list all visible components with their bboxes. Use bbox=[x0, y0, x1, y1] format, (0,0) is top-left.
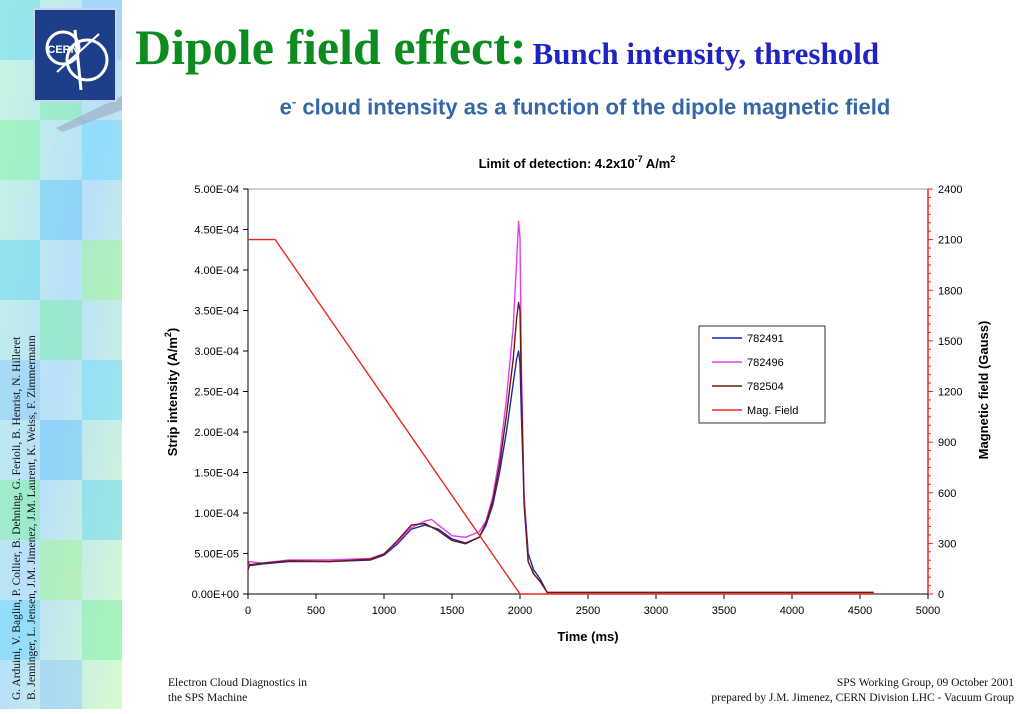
series-layer bbox=[247, 220, 874, 595]
x-tick-label: 1500 bbox=[440, 605, 464, 617]
x-tick-label: 500 bbox=[307, 605, 325, 617]
y2-tick-label: 900 bbox=[938, 437, 956, 449]
y-tick-label: 5.00E-04 bbox=[194, 184, 239, 196]
chart-title-main: Limit of detection: 4.2x10 bbox=[479, 156, 635, 171]
title-main: Dipole field effect: bbox=[135, 19, 527, 75]
y2-tick-label: 0 bbox=[938, 589, 944, 601]
y-tick-label: 4.00E-04 bbox=[194, 265, 239, 277]
y2-tick-label: 1500 bbox=[938, 336, 962, 348]
x-axis-label: Time (ms) bbox=[557, 629, 618, 644]
legend: 782491 782496 782504 Mag. Field bbox=[698, 325, 826, 424]
legend-box bbox=[698, 325, 826, 424]
y2-tick-label: 600 bbox=[938, 488, 956, 500]
y2-tick-label: 2400 bbox=[938, 184, 962, 196]
y-tick-label: 5.00E-05 bbox=[194, 549, 239, 561]
legend-label: 782491 bbox=[747, 333, 784, 345]
y2-tick-label: 1800 bbox=[938, 285, 962, 297]
y-tick-label: 2.50E-04 bbox=[194, 387, 239, 399]
page-title: Dipole field effect: Bunch intensity, thr… bbox=[135, 18, 879, 76]
y-axis-label-exp: 2 bbox=[163, 332, 173, 337]
chart-title-exp2: 2 bbox=[670, 154, 675, 164]
y-tick-label: 1.00E-04 bbox=[194, 508, 239, 520]
footer-right-line-1: SPS Working Group, 09 October 2001 bbox=[836, 677, 1014, 689]
legend-label: Mag. Field bbox=[747, 405, 798, 417]
x-tick-label: 3000 bbox=[644, 605, 668, 617]
x-tick-label: 4000 bbox=[780, 605, 804, 617]
x-tick-label: 3500 bbox=[712, 605, 736, 617]
y-axis-label-main: Strip intensity (A/m bbox=[165, 337, 180, 456]
x-tick-label: 2500 bbox=[576, 605, 600, 617]
footer-right: SPS Working Group, 09 October 2001 prepa… bbox=[711, 676, 1014, 706]
y-axis-label: Strip intensity (A/m2) bbox=[163, 328, 180, 457]
y-tick-label: 3.00E-04 bbox=[194, 346, 239, 358]
y2-tick-label: 2100 bbox=[938, 235, 962, 247]
x-tick-label: 5000 bbox=[916, 605, 940, 617]
y2-axis-label: Magnetic field (Gauss) bbox=[976, 321, 991, 460]
chart-title-exp1: -7 bbox=[635, 154, 643, 164]
x-tick-label: 0 bbox=[245, 605, 251, 617]
x-tick-label: 2000 bbox=[508, 605, 532, 617]
cern-logo: CERN bbox=[33, 8, 117, 102]
series-line-mag-field bbox=[248, 238, 874, 595]
cern-logo-text: CERN bbox=[47, 44, 78, 56]
chart-title-unit: A/m bbox=[643, 156, 671, 171]
legend-label: 782504 bbox=[747, 381, 784, 393]
y-tick-label: 3.50E-04 bbox=[194, 306, 239, 318]
series-line-782491 bbox=[247, 350, 874, 594]
y2-tick-label: 1200 bbox=[938, 387, 962, 399]
x-axis-ticks: 0 500 1000 1500 2000 2500 3000 3500 4000 4500 5000 bbox=[245, 593, 940, 617]
footer-left-line-2: the SPS Machine bbox=[168, 692, 248, 704]
footer-right-line-2: prepared by J.M. Jimenez, CERN Division … bbox=[711, 692, 1014, 704]
y2-tick-label: 300 bbox=[938, 538, 956, 550]
subtitle-e: e bbox=[279, 94, 292, 120]
y-tick-label: 0.00E+00 bbox=[192, 589, 239, 601]
y-tick-label: 1.50E-04 bbox=[194, 468, 239, 480]
x-tick-label: 4500 bbox=[848, 605, 872, 617]
right-axis-ticks: 0 300 600 900 1200 1500 1800 2100 2400 bbox=[927, 184, 962, 601]
footer-left-line-1: Electron Cloud Diagnostics in bbox=[168, 677, 307, 689]
series-line-782504 bbox=[247, 301, 874, 594]
cern-logo-graphic: CERN bbox=[45, 29, 109, 91]
page-subtitle: e- cloud intensity as a function of the … bbox=[0, 94, 1024, 120]
legend-label: 782496 bbox=[747, 357, 784, 369]
left-axis-ticks: 0.00E+00 5.00E-05 1.00E-04 1.50E-04 2.00E-04… bbox=[192, 184, 249, 601]
chart-title: Limit of detection: 4.2x10-7 A/m2 bbox=[479, 154, 676, 171]
y-tick-label: 4.50E-04 bbox=[194, 225, 239, 237]
plot-area bbox=[247, 188, 929, 595]
subtitle-rest: cloud intensity as a function of the dip… bbox=[296, 94, 891, 120]
x-tick-label: 1000 bbox=[372, 605, 396, 617]
footer-left: Electron Cloud Diagnostics in the SPS Ma… bbox=[168, 676, 307, 706]
y-axis-label-close: ) bbox=[165, 328, 180, 332]
subtitle-sup: - bbox=[291, 94, 297, 109]
title-sub: Bunch intensity, threshold bbox=[532, 36, 880, 71]
y-tick-label: 2.00E-04 bbox=[194, 427, 239, 439]
